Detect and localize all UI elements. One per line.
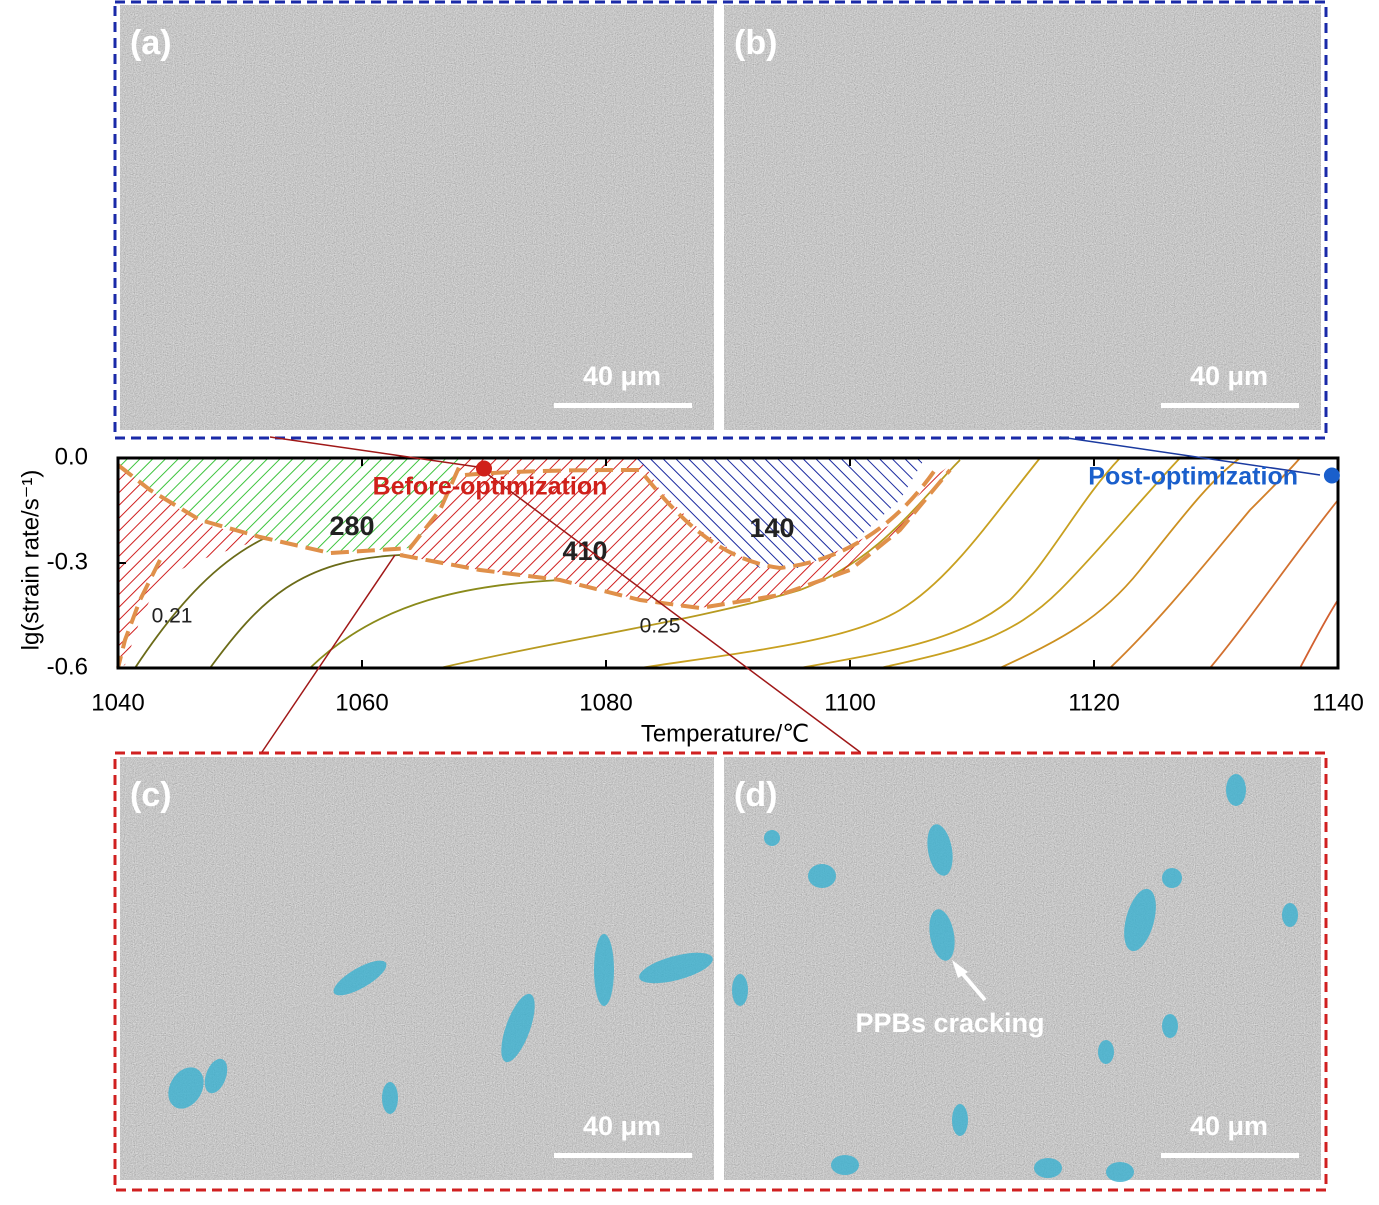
y-tick-label: 0.0 <box>55 443 88 470</box>
x-axis-title: Temperature/℃ <box>641 720 809 747</box>
contour-line <box>1209 499 1339 669</box>
contour-line <box>879 457 1181 669</box>
x-tick-label: 1120 <box>1068 689 1120 716</box>
annotation: PPBs cracking <box>855 1008 1044 1038</box>
y-tick-label: -0.6 <box>47 653 88 680</box>
domain-label: 140 <box>749 513 794 543</box>
ppb-highlight <box>1162 868 1182 888</box>
connector <box>261 554 396 753</box>
point <box>1323 467 1340 484</box>
contour-line <box>639 457 1041 669</box>
contour-line <box>134 537 266 669</box>
optimal-region <box>118 458 460 553</box>
ppb-highlight <box>1106 1162 1134 1182</box>
ppb-highlight <box>808 864 836 888</box>
contour-line <box>1299 599 1339 669</box>
x-tick-label: 1080 <box>579 689 632 716</box>
ppb-highlight <box>333 960 387 996</box>
scale-bar-label: 40 μm <box>1190 1111 1268 1141</box>
ppb-highlight <box>929 909 955 961</box>
sem-image <box>120 757 714 1180</box>
contour-line <box>209 554 401 669</box>
ppb-highlight <box>831 1155 859 1175</box>
y-axis-title: lg(strain rate/s⁻¹) <box>17 470 44 651</box>
ppb-highlight <box>927 824 953 876</box>
ppb-highlight <box>732 974 748 1006</box>
scale-bar <box>1161 403 1299 408</box>
y-tick-label: -0.3 <box>47 548 88 575</box>
scale-bar <box>554 403 692 408</box>
unstable-region <box>400 458 960 608</box>
optimal-region <box>635 458 925 568</box>
ppb-highlight <box>168 1067 204 1109</box>
ppb-highlight <box>594 934 614 1006</box>
point <box>476 460 492 477</box>
panel-label: (d) <box>734 776 777 814</box>
ppb-highlight <box>1282 903 1298 927</box>
contour-line <box>1109 457 1301 669</box>
point-label: Before-optimization <box>373 473 608 501</box>
domain-label: 410 <box>562 536 607 566</box>
scale-bar <box>1161 1153 1299 1158</box>
scale-bar-label: 40 μm <box>583 1111 661 1141</box>
ppb-highlight <box>1034 1158 1062 1178</box>
panel-label: (c) <box>130 776 172 814</box>
ppb-highlight <box>952 1104 968 1136</box>
connector <box>1059 436 1321 476</box>
domain-label: 280 <box>329 511 374 541</box>
point-label: Post-optimization <box>1088 463 1298 491</box>
contour-line <box>799 457 1121 669</box>
domain-boundary <box>116 463 462 556</box>
unstable-region <box>118 462 265 668</box>
ppb-highlight <box>382 1082 398 1114</box>
ppb-highlight <box>1098 1040 1114 1064</box>
sem-image <box>724 5 1321 430</box>
ppb-highlight <box>764 830 780 846</box>
bottom-frame <box>113 751 1328 1192</box>
x-tick-label: 1100 <box>824 689 876 716</box>
scale-bar-label: 40 μm <box>583 361 661 391</box>
domain-boundary <box>399 468 952 611</box>
x-tick-label: 1060 <box>335 689 388 716</box>
contour-line <box>999 457 1241 669</box>
x-tick-label: 1140 <box>1312 689 1364 716</box>
top-frame <box>113 0 1328 440</box>
ppb-highlight <box>1162 1014 1178 1038</box>
arrow-head <box>952 960 968 978</box>
ppb-highlight <box>501 993 535 1063</box>
panel-label: (b) <box>734 24 777 62</box>
scale-bar-label: 40 μm <box>1190 361 1268 391</box>
ppb-highlight <box>204 1058 228 1094</box>
x-tick-label: 1040 <box>91 689 144 716</box>
scale-bar <box>554 1153 692 1158</box>
panel-label: (a) <box>130 24 172 62</box>
domain-boundary <box>116 559 162 669</box>
ppb-highlight <box>1124 888 1156 952</box>
contour-line <box>309 579 561 669</box>
sem-image <box>120 5 714 430</box>
domain-boundary <box>464 467 937 571</box>
ppb-highlight <box>639 952 713 984</box>
connector <box>477 466 861 753</box>
ppb-highlight <box>1226 774 1246 806</box>
sem-image <box>724 757 1321 1180</box>
contour-label: 0.21 <box>152 605 193 628</box>
contour-label: 0.25 <box>640 615 681 638</box>
connector <box>269 436 479 468</box>
